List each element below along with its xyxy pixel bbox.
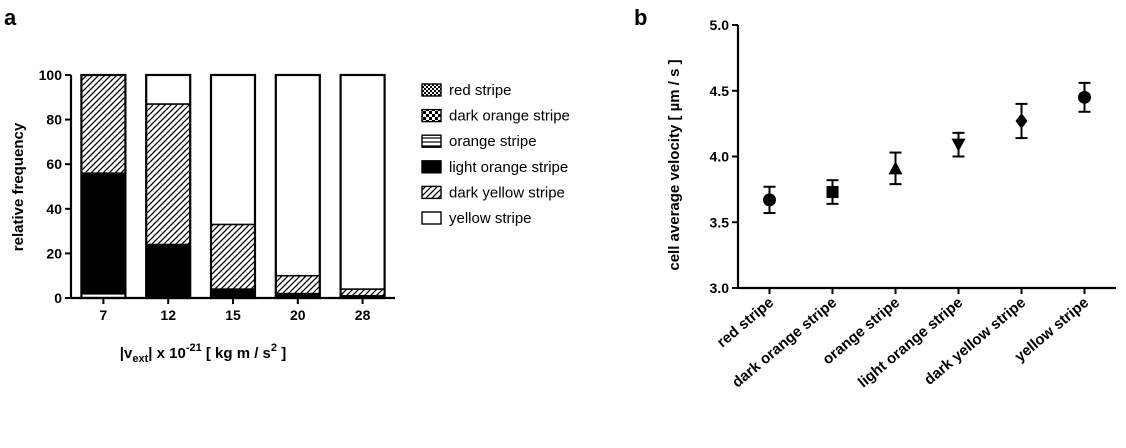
legend-label-5: yellow stripe bbox=[449, 210, 532, 227]
bar-segment-3-5 bbox=[275, 74, 321, 277]
y-tick-label-2: 40 bbox=[46, 201, 62, 217]
x-axis: 7 12 15 20 28 bbox=[71, 296, 395, 323]
x-axis-label: |vext| x 10-21 [ kg m / s2 ] bbox=[120, 342, 286, 365]
legend-swatch-4 bbox=[421, 185, 442, 200]
legend-label-1: dark orange stripe bbox=[449, 108, 570, 125]
bar-segment-1-4 bbox=[145, 103, 191, 246]
y-tick-label-1: 20 bbox=[46, 245, 62, 261]
x-tick-label-0: red stripe bbox=[714, 294, 777, 351]
bar-segment-1-5 bbox=[145, 74, 191, 105]
x-tick-label-1: 12 bbox=[160, 307, 176, 323]
data-point-4 bbox=[1015, 112, 1028, 129]
legend-swatch-5 bbox=[421, 211, 442, 225]
y-tick-label-0: 0 bbox=[54, 290, 62, 306]
bar-segment-2-4 bbox=[210, 223, 256, 290]
x-tick-label-2: 15 bbox=[225, 307, 241, 323]
x-tick-label-3: light orange stripe bbox=[855, 294, 966, 391]
legend-label-0: red stripe bbox=[449, 82, 512, 99]
legend-label-3: light orange stripe bbox=[449, 159, 568, 176]
data-point-1 bbox=[826, 186, 839, 199]
y-tick-label-4: 80 bbox=[46, 112, 62, 128]
x-tick-label-1: dark orange stripe bbox=[729, 294, 840, 391]
bar-segment-1-3 bbox=[145, 243, 191, 299]
legend-swatch-3 bbox=[421, 160, 442, 174]
data-point-5 bbox=[1078, 90, 1091, 104]
point-group bbox=[763, 81, 1091, 215]
y-axis: 3.0 3.5 4.0 4.5 5.0 bbox=[710, 17, 740, 296]
y-tick-label-2: 4.0 bbox=[710, 149, 730, 165]
x-tick-label-4: 28 bbox=[355, 307, 371, 323]
y-tick-label-0: 3.0 bbox=[710, 280, 730, 296]
y-tick-label-1: 3.5 bbox=[710, 214, 730, 230]
bar-segment-3-4 bbox=[275, 274, 321, 295]
y-tick-label-5: 100 bbox=[39, 67, 63, 83]
legend-swatch-2 bbox=[421, 134, 442, 148]
y-axis: 0 20 40 60 80 100 bbox=[39, 67, 73, 306]
data-point-2 bbox=[888, 161, 903, 175]
bar-segment-4-4 bbox=[339, 288, 386, 297]
legend: red stripe dark orange stripe orange strip… bbox=[421, 82, 570, 227]
legend-label-4: dark yellow stripe bbox=[449, 184, 565, 201]
y-tick-label-3: 4.5 bbox=[710, 83, 730, 99]
bar-segment-0-3 bbox=[80, 172, 127, 295]
bar-segment-2-5 bbox=[210, 74, 256, 226]
panel-letter-a: a bbox=[4, 5, 17, 30]
y-tick-label-3: 60 bbox=[46, 156, 62, 172]
y-axis-label: relative frequency bbox=[10, 122, 27, 251]
bar-segment-4-5 bbox=[339, 74, 386, 290]
data-point-3 bbox=[951, 138, 966, 152]
legend-label-2: orange stripe bbox=[449, 133, 537, 150]
panel-letter-b: b bbox=[634, 5, 647, 30]
y-axis-label: cell average velocity [ µm / s ] bbox=[666, 59, 683, 270]
legend-swatch-1 bbox=[421, 108, 442, 123]
bar-segment-2-3 bbox=[210, 288, 256, 299]
stacked-bar-chart: 0 20 40 60 80 100 7 12 15 20 28 relative frequenc… bbox=[10, 67, 570, 365]
data-point-0 bbox=[763, 193, 776, 207]
x-tick-label-3: 20 bbox=[290, 307, 306, 323]
x-tick-label-0: 7 bbox=[100, 307, 108, 323]
bar-segment-0-4 bbox=[80, 74, 127, 174]
y-tick-label-4: 5.0 bbox=[710, 17, 730, 33]
bar-group bbox=[80, 73, 386, 300]
legend-swatch-0 bbox=[421, 83, 442, 97]
